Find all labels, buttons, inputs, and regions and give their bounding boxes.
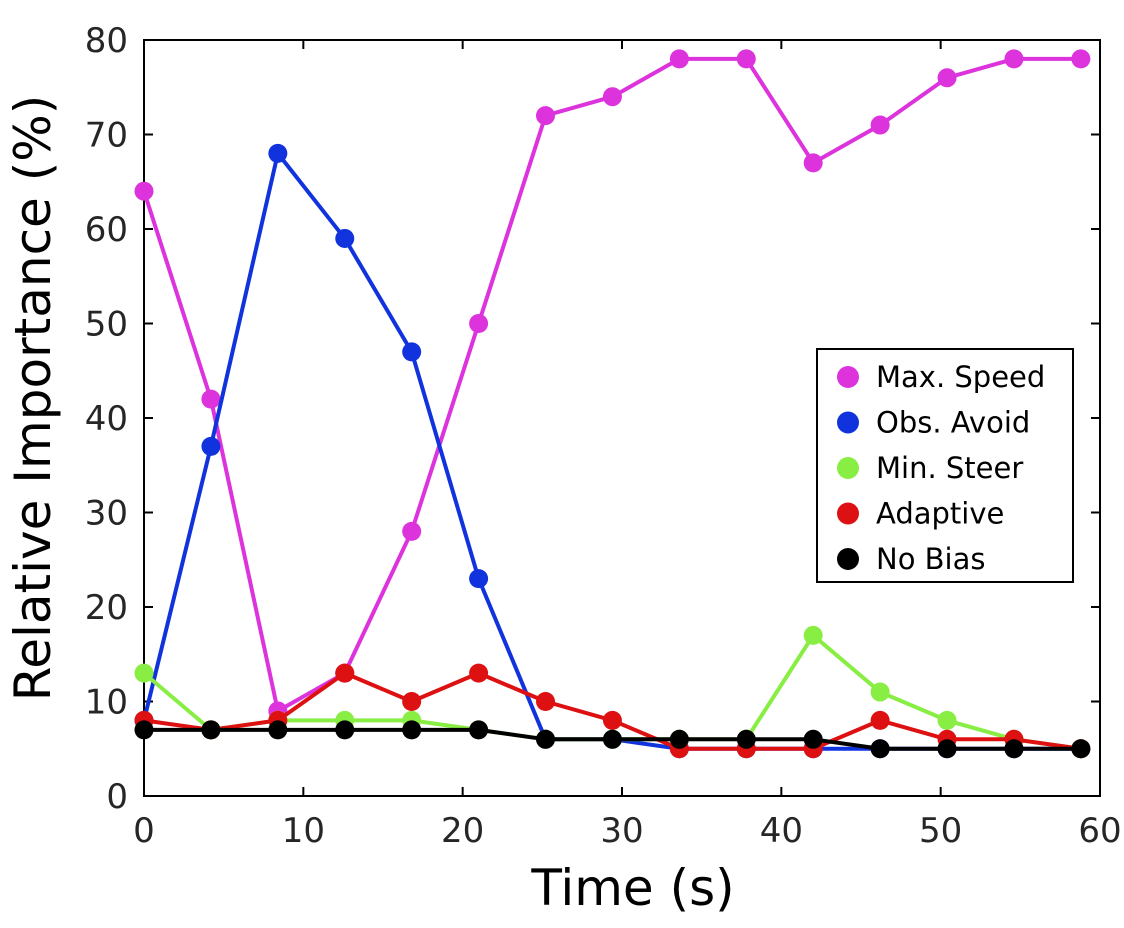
y-tick-label: 70	[85, 116, 128, 156]
data-point	[536, 692, 556, 711]
y-tick-label: 20	[85, 588, 128, 628]
legend: Max. Speed Obs. Avoid Min. Steer Adaptive No…	[816, 348, 1074, 583]
x-tick-label: 20	[441, 811, 484, 851]
data-point	[536, 729, 556, 749]
data-point	[870, 682, 890, 702]
y-tick-label: 30	[85, 494, 128, 534]
data-point	[803, 729, 823, 749]
x-axis: 0 10 20 30 40 50 60	[133, 40, 1122, 851]
x-tick-label: 50	[919, 811, 962, 851]
y-tick-label: 10	[85, 683, 128, 723]
data-point	[669, 729, 689, 749]
data-point	[201, 389, 221, 409]
legend-marker	[837, 366, 859, 388]
data-point	[870, 710, 890, 730]
y-axis-title: Relative Importance (%)	[4, 95, 62, 701]
data-point	[402, 521, 422, 541]
legend-label: Max. Speed	[876, 360, 1045, 394]
legend-label: Adaptive	[876, 497, 1004, 531]
data-point	[469, 663, 489, 683]
series-layer	[134, 49, 1091, 759]
legend-marker	[837, 411, 859, 434]
data-point	[335, 663, 355, 683]
y-tick-label: 60	[85, 210, 128, 250]
data-point	[201, 436, 221, 456]
x-tick-label: 0	[133, 811, 155, 851]
data-point	[870, 739, 890, 759]
x-tick-label: 10	[282, 811, 325, 851]
data-point	[268, 720, 288, 740]
data-point	[134, 663, 154, 683]
data-point	[469, 569, 489, 589]
y-tick-label: 40	[85, 399, 128, 439]
data-point	[402, 720, 422, 740]
x-tick-label: 40	[760, 811, 803, 851]
data-point	[937, 68, 957, 88]
data-point	[402, 692, 422, 711]
data-point	[1004, 49, 1024, 69]
y-tick-label: 50	[85, 305, 128, 345]
legend-marker	[837, 548, 859, 570]
legend-label: Min. Steer	[876, 451, 1023, 485]
data-point	[335, 228, 355, 248]
legend-label: No Bias	[876, 542, 986, 576]
y-axis: 0 10 20 30 40 50 60 70 80	[85, 21, 1100, 817]
data-point	[134, 720, 154, 740]
y-tick-label: 0	[106, 777, 128, 817]
data-point	[268, 143, 288, 163]
data-point	[1071, 739, 1091, 759]
data-point	[1004, 739, 1024, 759]
data-point	[134, 181, 154, 201]
data-point	[803, 625, 823, 645]
y-tick-label: 80	[85, 21, 128, 61]
x-axis-title: Time (s)	[530, 859, 734, 917]
data-point	[937, 710, 957, 730]
data-point	[602, 729, 622, 749]
data-point	[870, 115, 890, 135]
data-point	[469, 314, 489, 333]
data-point	[402, 342, 422, 362]
data-point	[1071, 49, 1091, 69]
data-point	[803, 153, 823, 173]
legend-label: Obs. Avoid	[876, 406, 1030, 440]
data-point	[669, 49, 689, 69]
data-point	[937, 739, 957, 759]
data-point	[201, 720, 221, 740]
data-point	[335, 720, 355, 740]
x-tick-label: 60	[1078, 811, 1121, 851]
legend-box	[816, 348, 1074, 583]
data-point	[602, 87, 622, 107]
legend-marker	[837, 457, 859, 479]
data-point	[736, 49, 756, 69]
data-point	[469, 720, 489, 740]
legend-marker	[837, 502, 859, 525]
x-tick-label: 30	[600, 811, 643, 851]
data-point	[602, 710, 622, 730]
data-point	[736, 729, 756, 749]
series-no-bias	[134, 720, 1091, 759]
data-point	[536, 106, 556, 126]
